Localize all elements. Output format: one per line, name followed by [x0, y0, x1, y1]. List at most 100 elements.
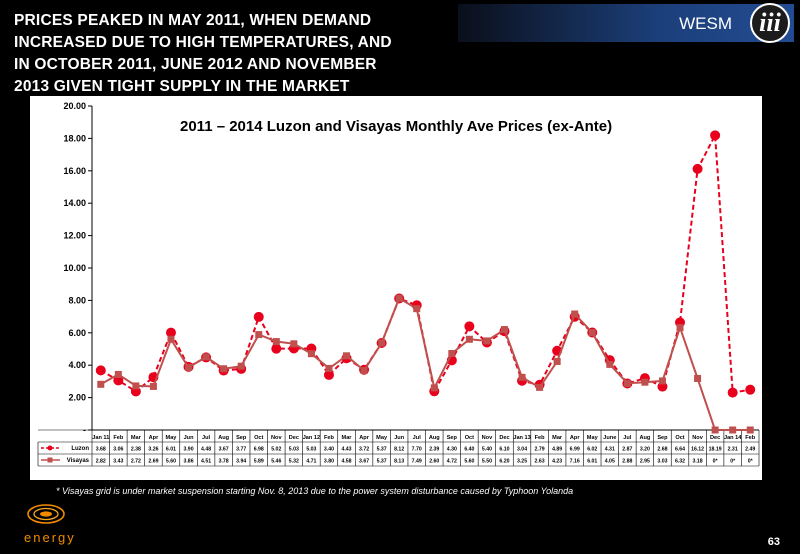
series-line-luzon — [100, 134, 751, 394]
data-point-visayas — [149, 382, 157, 390]
data-point-visayas — [97, 380, 105, 388]
energy-logo-icon — [27, 504, 65, 524]
y-tick-label: 18.00 — [63, 133, 86, 143]
table-value-luzon: 16.12 — [691, 447, 704, 453]
data-point-luzon — [323, 369, 334, 380]
table-value-visayas: 6.20 — [499, 459, 509, 465]
x-tick-label: Nov — [271, 435, 282, 441]
x-tick-label: May — [376, 435, 388, 441]
x-tick-label: Aug — [429, 435, 440, 441]
wesm-label: WESM — [679, 14, 732, 33]
table-value-luzon: 6.02 — [587, 447, 597, 453]
x-tick-label: Jan 13 — [513, 435, 530, 441]
table-value-visayas: 2.60 — [429, 459, 439, 465]
table-value-visayas: 8.13 — [394, 459, 404, 465]
x-tick-label: Oct — [465, 435, 474, 441]
table-value-visayas: 3.25 — [517, 459, 527, 465]
data-point-visayas — [290, 340, 298, 348]
x-tick-label: Jul — [623, 435, 632, 441]
x-tick-label: Feb — [324, 435, 335, 441]
y-tick-label: 10.00 — [63, 263, 86, 273]
x-tick-label: Mar — [342, 435, 353, 441]
table-value-visayas: 4.05 — [605, 459, 615, 465]
data-point-visayas — [694, 374, 702, 382]
table-value-visayas: 3.80 — [324, 459, 334, 465]
data-point-luzon — [253, 311, 264, 322]
x-tick-label: Dec — [289, 435, 299, 441]
x-tick-label: Mar — [131, 435, 142, 441]
y-tick-label: 12.00 — [63, 231, 86, 241]
logo-text: energy — [24, 530, 76, 545]
data-point-visayas — [606, 360, 614, 368]
table-value-visayas: 5.37 — [377, 459, 387, 465]
table-value-luzon: 5.40 — [482, 447, 492, 453]
table-value-visayas: 5.60 — [464, 459, 474, 465]
table-value-luzon: 3.26 — [148, 447, 158, 453]
table-value-visayas: 0* — [730, 459, 736, 465]
data-point-luzon — [464, 321, 475, 332]
data-point-visayas — [255, 331, 263, 339]
data-point-visayas — [132, 382, 140, 390]
data-point-visayas — [378, 339, 386, 347]
table-value-visayas: 5.60 — [166, 459, 176, 465]
table-value-luzon: 3.72 — [359, 447, 369, 453]
x-tick-label: Jan 12 — [303, 435, 320, 441]
data-point-visayas — [588, 329, 596, 337]
table-value-luzon: 6.99 — [570, 447, 580, 453]
table-value-luzon: 4.43 — [341, 447, 351, 453]
table-value-luzon: 3.90 — [183, 447, 193, 453]
table-value-visayas: 3.78 — [219, 459, 229, 465]
table-value-visayas: 2.69 — [148, 459, 158, 465]
y-tick-label: 8.00 — [68, 295, 86, 305]
data-point-visayas — [325, 364, 333, 372]
table-value-visayas: 4.58 — [341, 459, 351, 465]
table-value-visayas: 2.72 — [131, 459, 141, 465]
table-value-visayas: 4.72 — [447, 459, 457, 465]
y-tick-label: 20.00 — [63, 101, 86, 111]
table-value-visayas: 2.88 — [622, 459, 632, 465]
table-value-luzon: 3.67 — [219, 447, 229, 453]
data-point-visayas — [220, 365, 228, 373]
x-tick-label: Apr — [149, 435, 159, 441]
table-value-visayas: 6.32 — [675, 459, 685, 465]
table-value-luzon: 3.20 — [640, 447, 650, 453]
price-line-chart: -2.004.006.008.0010.0012.0014.0016.0018.… — [37, 101, 760, 467]
data-point-visayas — [395, 294, 403, 302]
x-tick-label: Sep — [447, 435, 458, 441]
table-value-luzon: 3.04 — [517, 447, 527, 453]
table-value-luzon: 18.19 — [709, 447, 722, 453]
y-tick-label: 4.00 — [68, 360, 86, 370]
series-line-visayas — [100, 297, 751, 431]
table-value-luzon: 4.48 — [201, 447, 211, 453]
x-tick-label: Oct — [675, 435, 684, 441]
data-point-visayas — [711, 426, 719, 434]
table-value-visayas: 2.63 — [535, 459, 545, 465]
table-value-luzon: 8.12 — [394, 447, 404, 453]
footnote: * Visayas grid is under market suspensio… — [56, 486, 574, 496]
table-value-luzon: 2.38 — [131, 447, 141, 453]
table-value-luzon: 2.31 — [728, 447, 738, 453]
table-value-luzon: 6.10 — [499, 447, 509, 453]
table-value-luzon: 5.03 — [306, 447, 316, 453]
legend-label-visayas: Visayas — [67, 458, 90, 464]
table-value-visayas: 3.94 — [236, 459, 246, 465]
data-point-visayas — [343, 352, 351, 360]
data-point-visayas — [185, 363, 193, 371]
table-value-visayas: 2.82 — [96, 459, 106, 465]
x-tick-label: Apr — [570, 435, 580, 441]
data-point-visayas — [553, 357, 561, 365]
x-tick-label: Sep — [657, 435, 668, 441]
x-tick-label: Jan 11 — [92, 435, 109, 441]
y-tick-label: 2.00 — [68, 393, 86, 403]
table-value-visayas: 6.01 — [587, 459, 597, 465]
table-value-luzon: 2.79 — [535, 447, 545, 453]
data-point-visayas — [237, 362, 245, 370]
data-point-luzon — [727, 387, 738, 398]
data-point-luzon — [271, 343, 282, 354]
data-point-visayas — [272, 338, 280, 346]
x-tick-label: Jul — [202, 435, 211, 441]
x-tick-label: May — [587, 435, 599, 441]
x-tick-label: Jan 14 — [724, 435, 742, 441]
data-point-visayas — [536, 383, 544, 391]
data-point-luzon — [165, 327, 176, 338]
